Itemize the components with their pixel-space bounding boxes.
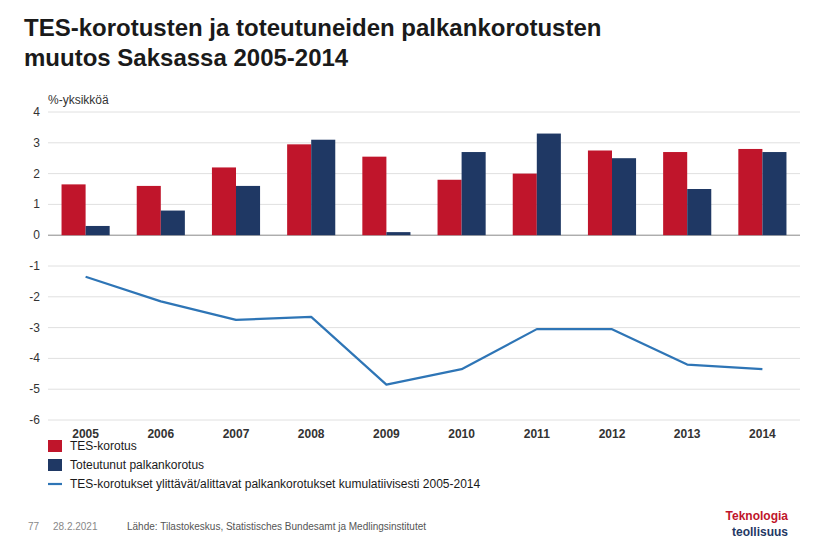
- annotation: 77: [28, 521, 40, 532]
- legend: TES-korotus Toteutunut palkankorotus TES-k…: [48, 439, 481, 491]
- grid-line: [48, 296, 800, 297]
- bar: [687, 189, 711, 235]
- y-tick-label: 0: [33, 228, 40, 242]
- bar: [762, 152, 786, 235]
- bar: [86, 226, 110, 235]
- x-tick-label: 2008: [298, 427, 325, 441]
- x-tick-label: 2013: [674, 427, 701, 441]
- annotation: teollisuus: [732, 525, 788, 539]
- bar: [311, 140, 335, 235]
- bar: [663, 152, 687, 235]
- bar: [588, 151, 612, 236]
- x-tick-label: 2011: [524, 427, 550, 441]
- grid-line: [48, 358, 800, 359]
- bar: [236, 186, 260, 235]
- chart-container: TES-korotusten ja toteutuneiden palkanko…: [0, 0, 817, 544]
- marks: [62, 134, 787, 385]
- y-tick-label: -3: [29, 321, 40, 335]
- legend-label: Toteutunut palkankorotus: [70, 458, 204, 472]
- grid-line: [48, 266, 800, 267]
- y-tick-label: 4: [33, 105, 40, 119]
- y-tick-label: -1: [29, 259, 40, 273]
- x-tick-label: 2006: [147, 427, 174, 441]
- y-tick-label: 1: [33, 197, 40, 211]
- x-tick-label: 2010: [448, 427, 475, 441]
- bar: [362, 157, 386, 236]
- bar: [161, 211, 185, 236]
- grid-line: [48, 327, 800, 328]
- x-tick-label: 2014: [749, 427, 776, 441]
- y-tick-label: -5: [29, 382, 40, 396]
- grid-line: [48, 420, 800, 421]
- annotation: 28.2.2021: [53, 521, 98, 532]
- annotation: Lähde: Tilastokeskus, Statistisches Bund…: [127, 521, 426, 532]
- bar: [386, 232, 410, 235]
- bar: [738, 149, 762, 235]
- y-axis-label: %-yksikköä: [48, 93, 109, 107]
- y-tick-label: -6: [29, 413, 40, 427]
- line: [86, 277, 763, 385]
- chart-svg: TES-korotusten ja toteutuneiden palkanko…: [0, 0, 817, 544]
- title-line: muutos Saksassa 2005-2014: [24, 44, 349, 71]
- y-tick-label: -2: [29, 290, 40, 304]
- legend-swatch: [48, 440, 62, 452]
- grid: [48, 112, 800, 420]
- bar: [462, 152, 486, 235]
- bar: [612, 158, 636, 235]
- legend-swatch: [48, 483, 62, 485]
- grid-line: [48, 142, 800, 143]
- bar: [287, 144, 311, 235]
- grid-line: [48, 389, 800, 390]
- bar: [537, 134, 561, 236]
- legend-label: TES-korotus: [70, 439, 137, 453]
- bar: [62, 184, 86, 235]
- x-tick-label: 2009: [373, 427, 400, 441]
- bar: [212, 167, 236, 235]
- annotation: Teknologia: [726, 509, 789, 523]
- bar: [438, 180, 462, 235]
- y-tick-label: -4: [29, 351, 40, 365]
- legend-label: TES-korotukset ylittävät/alittavat palka…: [70, 477, 481, 491]
- y-tick-label: 3: [33, 136, 40, 150]
- x-tick-label: 2007: [223, 427, 250, 441]
- legend-swatch: [48, 459, 62, 471]
- grid-line: [48, 112, 800, 113]
- x-tick-label: 2012: [599, 427, 626, 441]
- y-tick-label: 2: [33, 167, 40, 181]
- title: TES-korotusten ja toteutuneiden palkanko…: [24, 14, 601, 71]
- title-line: TES-korotusten ja toteutuneiden palkanko…: [24, 14, 601, 41]
- bar: [137, 186, 161, 235]
- bar: [513, 174, 537, 236]
